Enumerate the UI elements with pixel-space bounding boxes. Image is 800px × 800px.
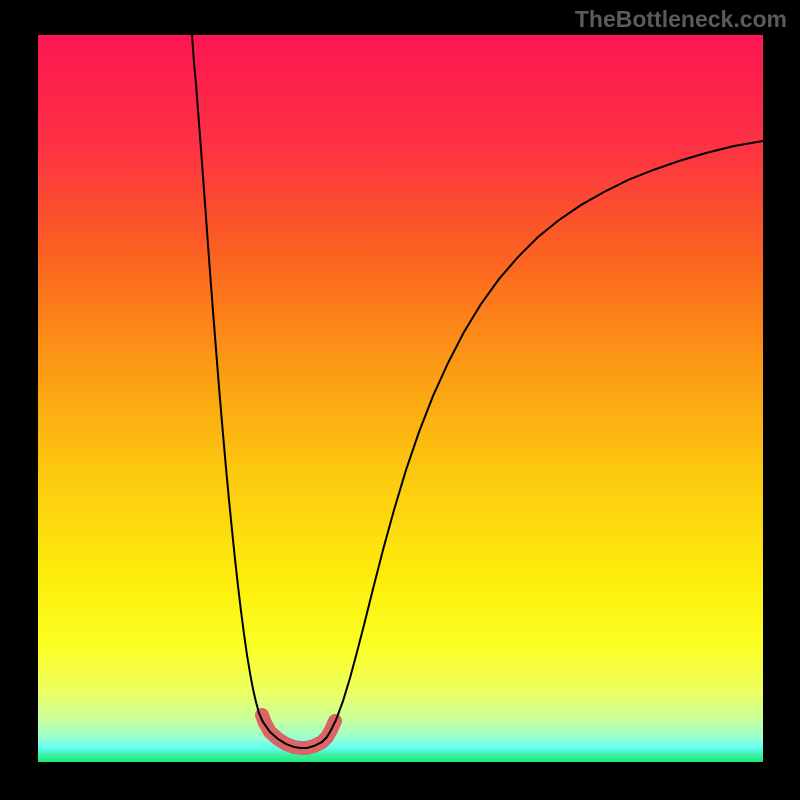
bottleneck-curve — [192, 35, 763, 748]
curve-overlay — [38, 35, 763, 762]
valley-marker — [262, 715, 335, 748]
watermark-text: TheBottleneck.com — [575, 6, 787, 33]
chart-area — [38, 35, 763, 762]
